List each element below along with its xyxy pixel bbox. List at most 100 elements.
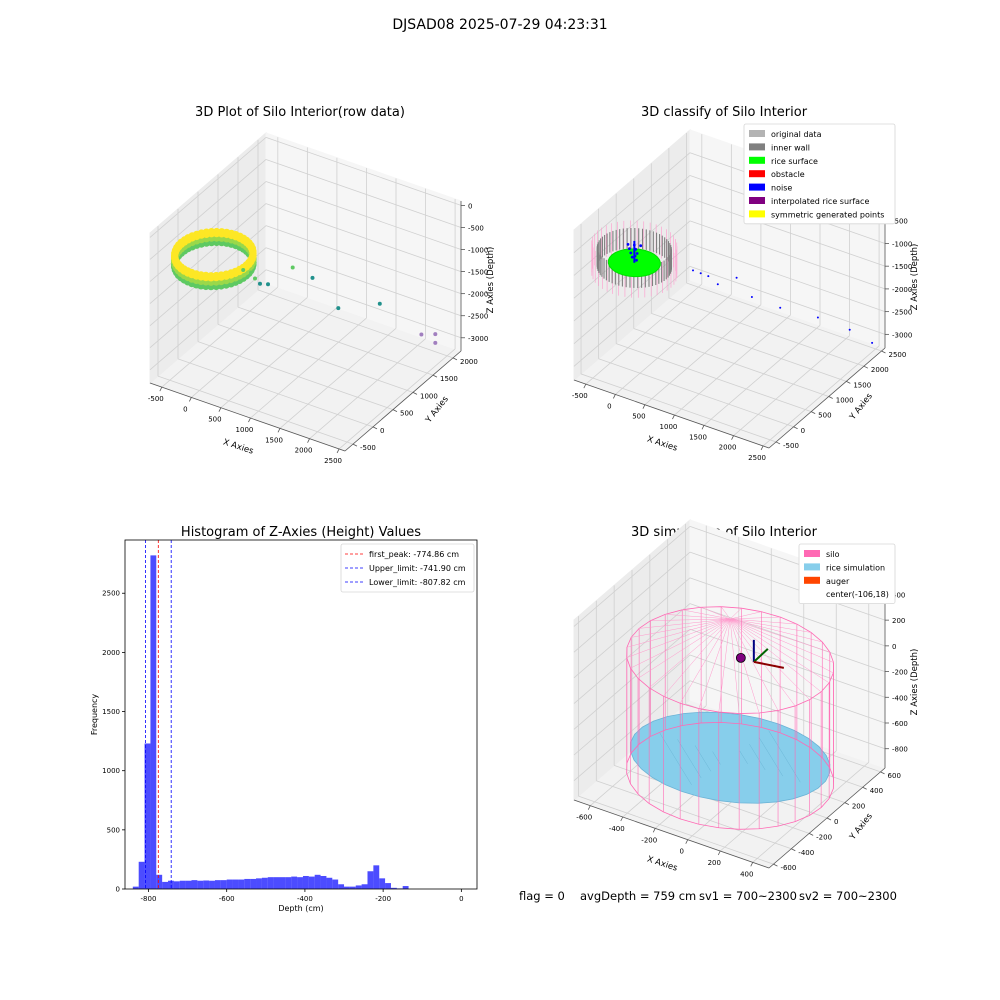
histogram-bar [326, 877, 333, 889]
z-tick-label: -1500 [468, 269, 488, 277]
silo-roof-line [729, 618, 810, 700]
noise-point [633, 254, 637, 258]
y-tick [412, 392, 418, 395]
z-tick-label: -3000 [468, 335, 488, 343]
silo-roof-line [729, 618, 760, 714]
z-tick-label: -1000 [892, 240, 912, 248]
histogram-bar [361, 884, 368, 889]
histogram-bar [297, 877, 303, 889]
footer-flag: flag = 0 [519, 889, 565, 903]
chart-title: 3D Plot of Silo Interior(row data) [195, 105, 405, 120]
histogram-bar [308, 876, 315, 889]
x-tick-label: 400 [740, 870, 753, 878]
y-tick [372, 426, 378, 430]
grid-line [265, 269, 462, 339]
grid-line [220, 307, 338, 409]
x-axis-label: X Axies [646, 434, 679, 453]
y-tick [773, 863, 778, 867]
footer-sv2: sv2 = 700~2300 [799, 889, 897, 903]
y-tick-label: 1000 [102, 767, 120, 775]
footer-avg-depth: avgDepth = 759 cm [580, 889, 697, 903]
noise-point [635, 258, 638, 262]
surface-mesh-line [659, 733, 692, 785]
y-tick-label: -200 [816, 833, 832, 841]
x-tick [336, 448, 340, 454]
legend-swatch [749, 156, 765, 164]
y-tick-label: 500 [400, 410, 413, 418]
z-tick-label: -200 [892, 669, 908, 677]
grid-line [596, 780, 792, 850]
y-tick-label: 2500 [102, 590, 120, 598]
grid-line [689, 197, 886, 267]
x-tick-label: 2500 [748, 454, 766, 462]
legend-swatch [749, 197, 765, 204]
x-tick-label: -400 [297, 895, 313, 903]
surface-mesh-line [749, 744, 766, 771]
y-tick-label: 500 [107, 826, 120, 834]
noise-point [628, 247, 631, 251]
auger-marker [735, 652, 746, 663]
noise-point [634, 247, 638, 251]
histogram-bar [250, 878, 257, 889]
grid-line [265, 159, 462, 228]
silo-roof-line [639, 618, 731, 629]
z-tick-label: -800 [892, 746, 908, 754]
noise-point [848, 328, 851, 331]
x-axis-line [573, 799, 770, 869]
grid-line [149, 159, 267, 260]
grid-line [686, 282, 882, 352]
histogram-bar [168, 880, 174, 889]
silo-roof-line [637, 618, 731, 679]
y-tick-label: 1000 [836, 396, 854, 404]
silo-roof-line [730, 618, 823, 643]
silo-roof-line [626, 618, 731, 658]
histogram-bar [344, 886, 350, 889]
histogram-bar [132, 886, 139, 889]
silo-roof-line [626, 618, 731, 648]
grid-line [177, 358, 374, 428]
data-point [433, 340, 438, 345]
histogram-bar [191, 880, 198, 889]
legend-swatch [749, 130, 765, 137]
grid-line [689, 577, 886, 647]
y-tick [392, 409, 398, 412]
histogram-bar [285, 877, 292, 889]
histogram-bar [150, 555, 157, 889]
histogram-bar [138, 861, 145, 889]
legend-swatch [804, 550, 820, 557]
y-tick-label: -500 [783, 442, 799, 450]
grid-line [265, 225, 462, 295]
grid-line [237, 306, 434, 376]
noise-point [639, 244, 643, 248]
x-tick-label: -600 [576, 814, 592, 822]
grid-line [573, 197, 691, 299]
y-tick-label: 1500 [102, 708, 120, 716]
grid-line [149, 269, 267, 371]
silo-wall-point [202, 271, 210, 279]
z-tick-label: 200 [892, 617, 905, 625]
legend-swatch [749, 143, 765, 151]
grid-line [149, 203, 267, 304]
legend-box [798, 543, 896, 604]
x-tick [672, 414, 675, 420]
y-tick-label: 0 [380, 427, 384, 435]
grid-line [265, 247, 462, 317]
y-axis-label: Frequency [90, 694, 99, 736]
z-tick-label: -2500 [892, 309, 912, 317]
histogram-bar [185, 880, 192, 889]
noise-point [629, 251, 633, 255]
silo-roof-line [682, 609, 731, 620]
y-tick [844, 802, 850, 805]
histogram-bar [261, 877, 268, 889]
histogram-bar [144, 743, 151, 889]
x-tick-label: 500 [208, 416, 221, 424]
x-tick-label: -800 [141, 895, 157, 903]
legend-swatch [804, 563, 820, 571]
y-tick-label: 2000 [460, 358, 478, 366]
silo-roof-line [730, 618, 812, 633]
x-tick-label: 1500 [265, 436, 283, 444]
silo-roof-line [631, 618, 731, 638]
y-tick [432, 374, 438, 378]
histogram-bar [244, 878, 251, 889]
